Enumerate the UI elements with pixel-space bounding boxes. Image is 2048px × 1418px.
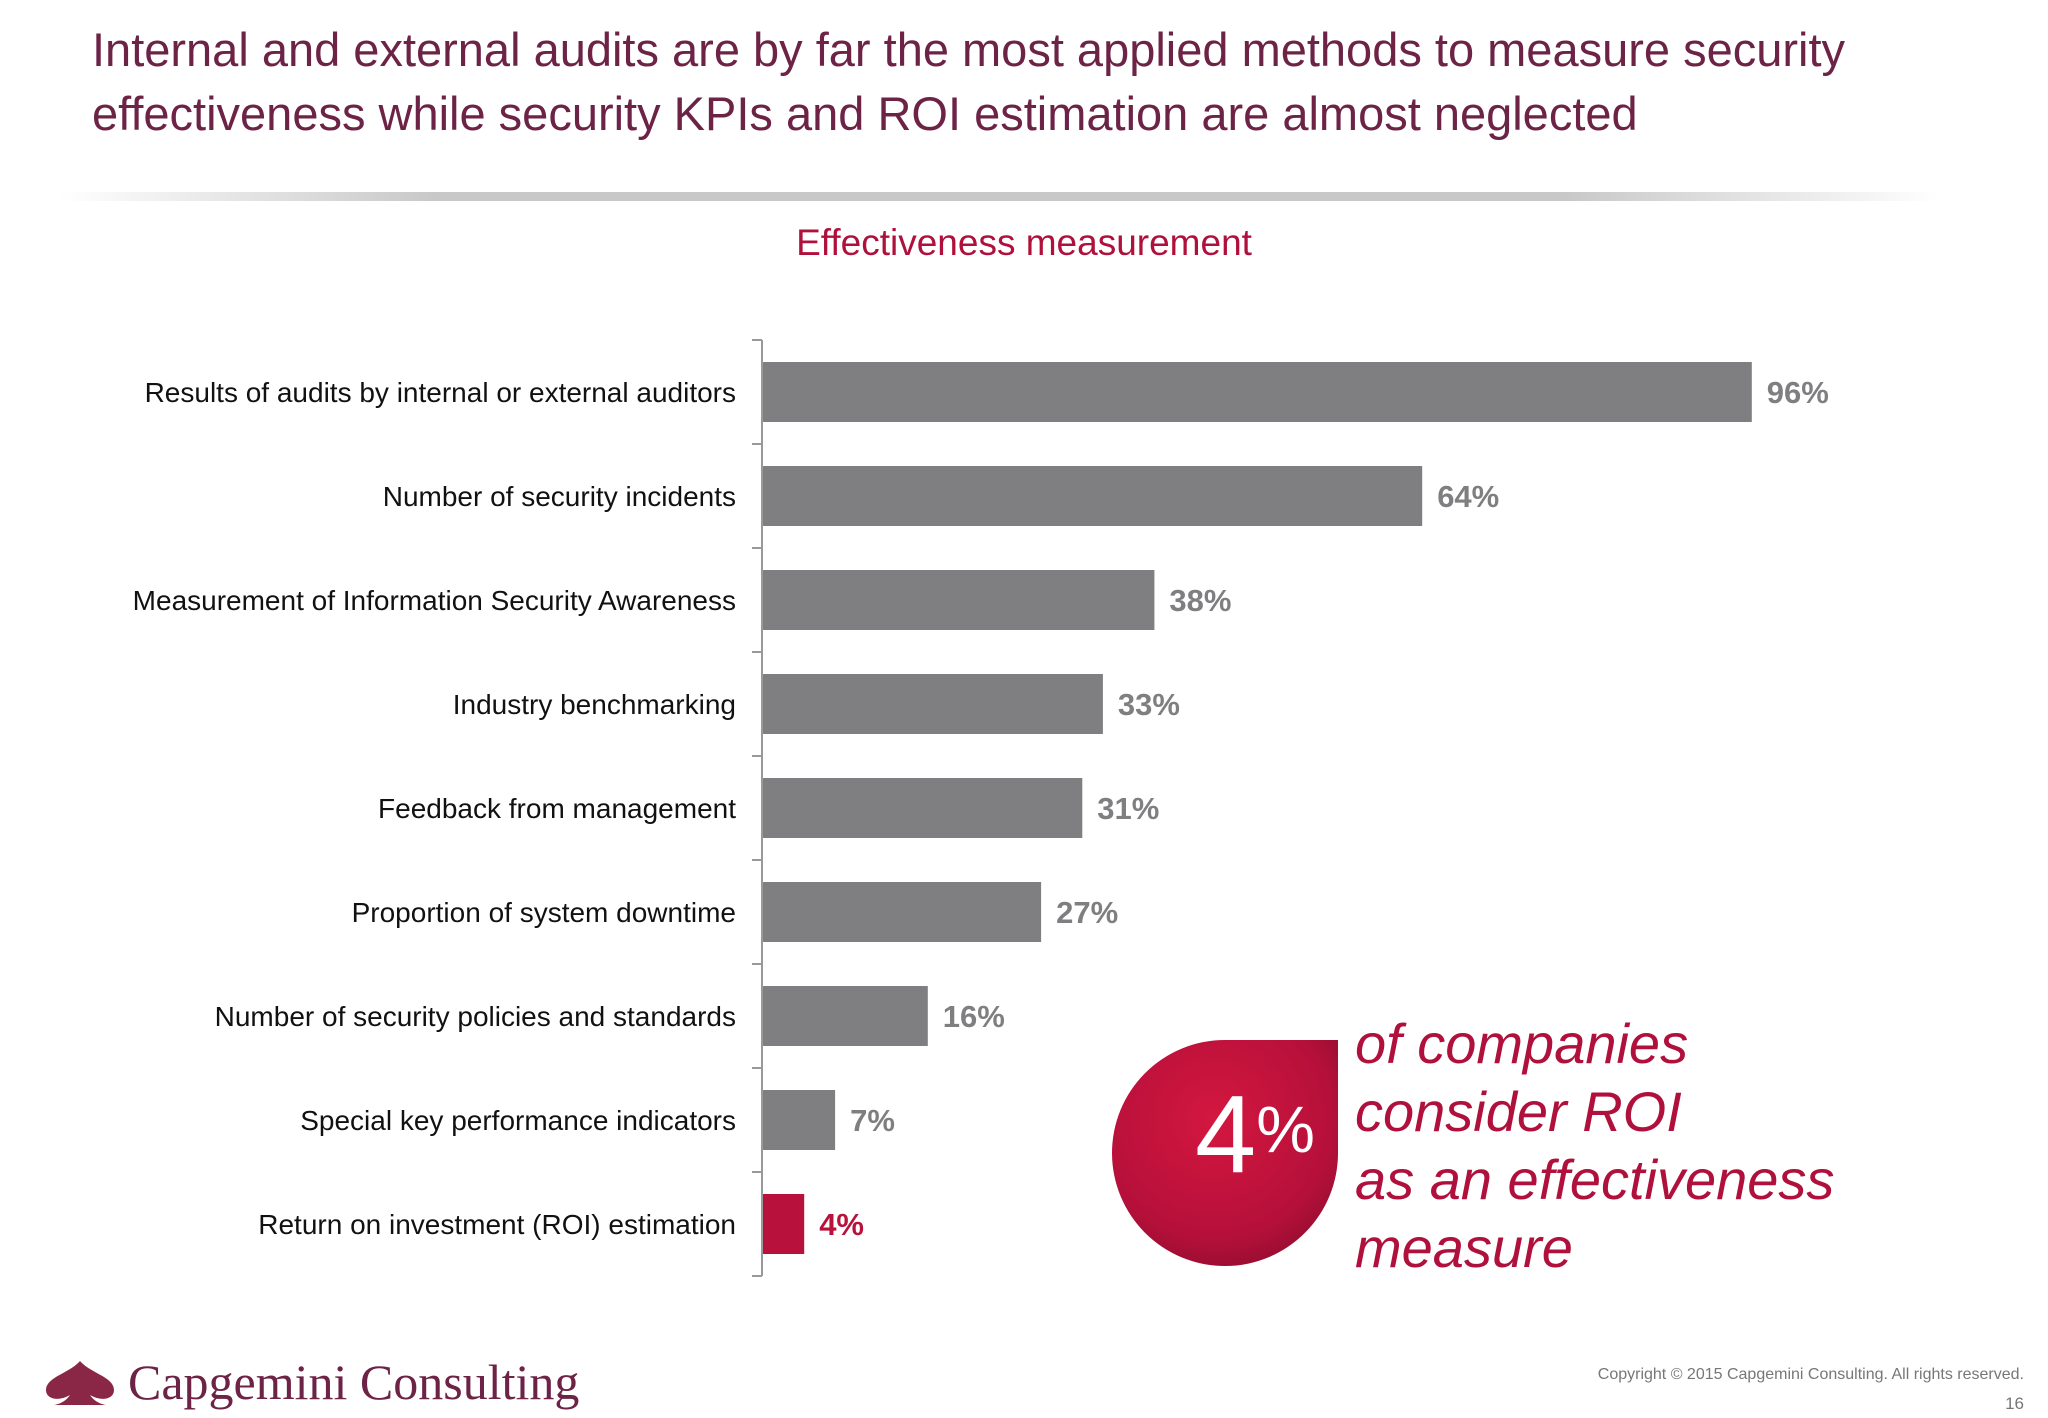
category-label: Proportion of system downtime <box>352 897 736 928</box>
data-label: 96% <box>1767 375 1829 410</box>
capgemini-logo: Capgemini Consulting <box>40 1352 579 1412</box>
category-labels: Results of audits by internal or externa… <box>133 377 737 1240</box>
data-label: 64% <box>1437 479 1499 514</box>
slide-headline: Internal and external audits are by far … <box>92 23 1845 140</box>
logo-text: Capgemini Consulting <box>128 1354 580 1410</box>
bar <box>763 674 1103 734</box>
category-label: Feedback from management <box>378 793 736 824</box>
callout-text: of companies consider ROI as an effectiv… <box>1355 1010 2005 1282</box>
callout-number: 4% <box>1195 1080 1315 1190</box>
callout-drop-shape <box>1112 1040 1339 1267</box>
bar <box>763 986 928 1046</box>
category-label: Number of security policies and standard… <box>215 1001 736 1032</box>
category-axis <box>752 339 763 1277</box>
callout-number-value: 4 <box>1195 1073 1257 1196</box>
data-label: 4% <box>819 1207 864 1242</box>
bar <box>763 1194 805 1254</box>
data-label: 27% <box>1056 895 1118 930</box>
category-label: Industry benchmarking <box>453 689 736 720</box>
bar <box>763 1090 836 1150</box>
category-label: Measurement of Information Security Awar… <box>133 585 736 616</box>
category-label: Results of audits by internal or externa… <box>145 377 736 408</box>
bar <box>763 362 1752 422</box>
page-number: 16 <box>2005 1394 2024 1413</box>
bars <box>763 362 1752 1254</box>
bar <box>763 882 1042 942</box>
callout-line-4: measure <box>1355 1216 1573 1279</box>
value-labels: 96% 64% 38% 33% 31% 27% 16% 7% 4% <box>819 375 1829 1242</box>
callout-line-2: consider ROI <box>1355 1080 1682 1143</box>
data-label: 38% <box>1169 583 1231 618</box>
callout-percent-sign: % <box>1256 1092 1315 1166</box>
spade-logo-icon <box>46 1361 114 1405</box>
callout-line-3: as an effectiveness <box>1355 1148 1835 1211</box>
category-label: Return on investment (ROI) estimation <box>258 1209 736 1240</box>
copyright-text: Copyright © 2015 Capgemini Consulting. A… <box>1597 1366 2024 1383</box>
chart-title: Effectiveness measurement <box>796 222 1252 263</box>
data-label: 31% <box>1097 791 1159 826</box>
title-divider <box>60 192 1940 201</box>
bar <box>763 570 1155 630</box>
data-label: 7% <box>850 1103 895 1138</box>
bar <box>763 778 1083 838</box>
data-label: 16% <box>943 999 1005 1034</box>
data-label: 33% <box>1118 687 1180 722</box>
callout-line-1: of companies <box>1355 1012 1689 1075</box>
category-label: Number of security incidents <box>383 481 736 512</box>
bar <box>763 466 1423 526</box>
category-label: Special key performance indicators <box>300 1105 736 1136</box>
